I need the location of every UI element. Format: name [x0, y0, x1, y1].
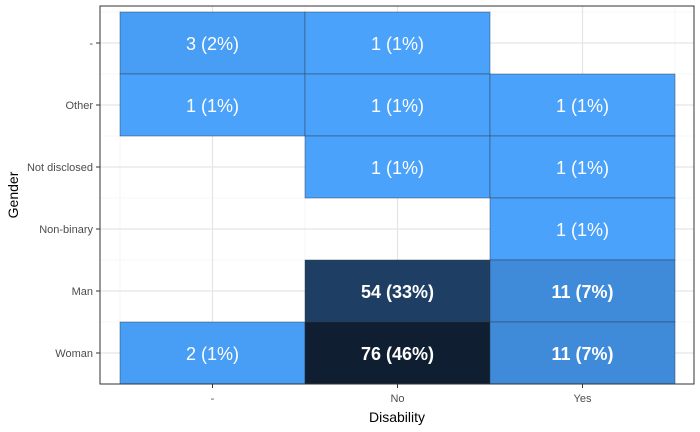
y-tick-label: Man [72, 286, 93, 298]
x-tick-label: - [211, 393, 215, 405]
y-tick-label: Not disclosed [27, 162, 93, 174]
y-tick-label: - [89, 38, 93, 50]
y-tick-label: Non-binary [39, 224, 93, 236]
cell-label: 54 (33%) [361, 282, 434, 302]
cell-label: 3 (2%) [186, 34, 239, 54]
x-axis-ticks: - No Yes [211, 384, 592, 405]
cell-label: 1 (1%) [556, 96, 609, 116]
heatmap-cell [489, 135, 676, 199]
heatmap-cell [304, 135, 491, 199]
cell-label: 1 (1%) [186, 96, 239, 116]
cell-label: 1 (1%) [556, 220, 609, 240]
x-tick-label: Yes [574, 393, 592, 405]
cell-label: 11 (7%) [551, 282, 613, 302]
cell-label: 76 (46%) [361, 344, 434, 364]
heatmap-cell [304, 259, 491, 323]
y-tick-label: Woman [55, 348, 93, 360]
cell-label: 1 (1%) [371, 158, 424, 178]
heatmap-cells [119, 11, 676, 385]
x-tick-label: No [390, 393, 404, 405]
heatmap-cell [304, 73, 491, 137]
heatmap-cell [489, 259, 676, 323]
heatmap-cell [489, 197, 676, 261]
y-axis-ticks: Woman Man Non-binary Not disclosed Other - [27, 38, 100, 360]
cell-label: 11 (7%) [551, 344, 613, 364]
x-axis-title: Disability [369, 409, 425, 425]
cell-labels: 3 (2%) 1 (1%) 1 (1%) 1 (1%) 1 (1%) 1 (1%) 1 (1… [186, 34, 614, 364]
heatmap-cell [489, 73, 676, 137]
cell-label: 1 (1%) [371, 96, 424, 116]
cell-label: 1 (1%) [371, 34, 424, 54]
heatmap-cell [304, 11, 491, 75]
heatmap-cell [119, 73, 306, 137]
heatmap-cell [119, 321, 306, 385]
y-tick-label: Other [65, 100, 93, 112]
cell-label: 1 (1%) [556, 158, 609, 178]
heatmap-cell [119, 11, 306, 75]
cell-label: 2 (1%) [186, 344, 239, 364]
heatmap-cell [489, 321, 676, 385]
y-axis-title: Gender [5, 171, 21, 218]
